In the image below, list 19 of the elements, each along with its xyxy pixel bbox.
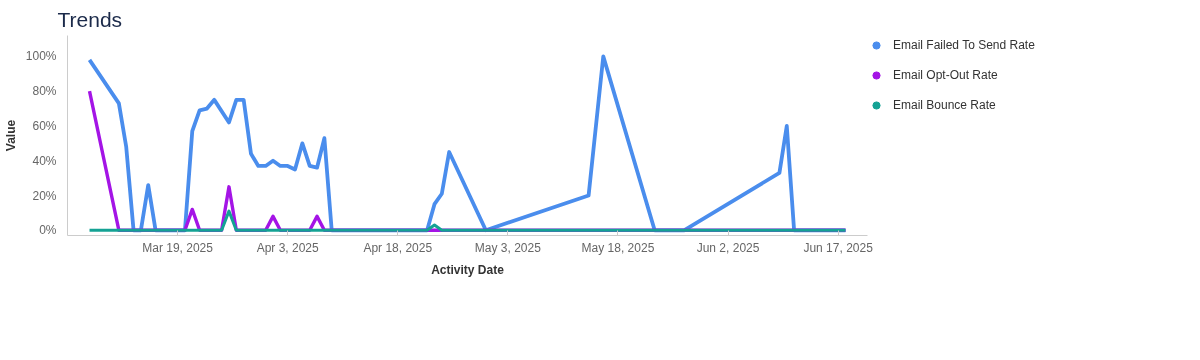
x-tick-label: Jun 2, 2025	[696, 240, 760, 255]
y-tick-label: 40%	[32, 153, 57, 168]
x-axis-title: Activity Date	[431, 262, 505, 277]
x-tick-label: May 3, 2025	[474, 240, 542, 255]
y-tick-label: 60%	[32, 118, 57, 133]
y-tick-label: 80%	[32, 84, 57, 99]
x-tick-label: Apr 18, 2025	[363, 240, 433, 255]
x-tick-label: Mar 19, 2025	[142, 240, 214, 255]
y-tick-label: 100%	[25, 49, 57, 64]
legend-label: Email Bounce Rate	[893, 98, 996, 112]
legend-label: Email Opt-Out Rate	[893, 68, 998, 82]
y-axis-title: Value	[3, 119, 18, 152]
chart-title: Trends	[57, 7, 123, 31]
y-tick-label: 0%	[39, 223, 57, 238]
legend-label: Email Failed To Send Rate	[893, 38, 1035, 52]
y-tick-label: 20%	[32, 188, 57, 203]
x-tick-label: May 18, 2025	[581, 240, 655, 255]
x-tick-label: Apr 3, 2025	[256, 240, 320, 255]
x-tick-label: Jun 17, 2025	[803, 240, 874, 255]
